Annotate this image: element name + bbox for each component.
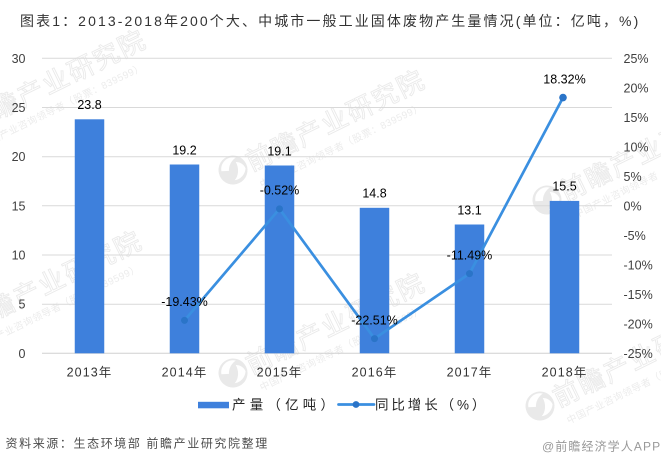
svg-text:-10%: -10% xyxy=(624,258,653,272)
svg-text:同比增长（%）: 同比增长（%） xyxy=(375,398,488,413)
svg-text:15: 15 xyxy=(12,199,26,213)
svg-text:13.1: 13.1 xyxy=(457,203,481,217)
svg-text:14.8: 14.8 xyxy=(362,187,386,201)
svg-text:-11.49%: -11.49% xyxy=(447,248,493,262)
svg-text:2013年: 2013年 xyxy=(67,365,113,379)
svg-text:@前瞻经济学人APP: @前瞻经济学人APP xyxy=(542,439,661,454)
svg-text:2018年: 2018年 xyxy=(542,365,588,379)
svg-text:-25%: -25% xyxy=(624,347,653,361)
svg-text:10: 10 xyxy=(12,249,26,263)
svg-text:-15%: -15% xyxy=(624,288,653,302)
svg-text:0%: 0% xyxy=(624,199,642,213)
svg-text:10%: 10% xyxy=(624,140,649,154)
svg-text:0: 0 xyxy=(19,347,26,361)
svg-text:图表1：2013-2018年200个大、中城市一般工业固体废: 图表1：2013-2018年200个大、中城市一般工业固体废物产生量情况(单位：… xyxy=(20,13,640,29)
svg-text:30: 30 xyxy=(12,52,26,66)
svg-text:20: 20 xyxy=(12,150,26,164)
svg-text:2017年: 2017年 xyxy=(447,365,493,379)
svg-text:2016年: 2016年 xyxy=(352,365,398,379)
svg-text:2014年: 2014年 xyxy=(162,365,208,379)
svg-text:产量（亿吨）: 产量（亿吨） xyxy=(232,398,338,413)
svg-text:资料来源：生态环境部 前瞻产业研究院整理: 资料来源：生态环境部 前瞻产业研究院整理 xyxy=(6,436,269,451)
svg-text:15%: 15% xyxy=(624,111,649,125)
svg-text:15.5: 15.5 xyxy=(552,180,576,194)
svg-text:5: 5 xyxy=(19,298,26,312)
svg-text:25: 25 xyxy=(12,101,26,115)
svg-text:-0.52%: -0.52% xyxy=(260,184,300,198)
svg-text:19.2: 19.2 xyxy=(172,143,196,157)
svg-text:18.32%: 18.32% xyxy=(543,73,585,87)
svg-text:23.8: 23.8 xyxy=(77,98,101,112)
svg-text:5%: 5% xyxy=(624,170,642,184)
svg-text:-5%: -5% xyxy=(624,229,646,243)
svg-text:25%: 25% xyxy=(624,52,649,66)
svg-text:19.1: 19.1 xyxy=(267,144,291,158)
svg-text:-19.43%: -19.43% xyxy=(161,295,208,309)
svg-text:2015年: 2015年 xyxy=(257,365,303,379)
svg-text:-22.51%: -22.51% xyxy=(351,313,398,327)
svg-text:20%: 20% xyxy=(624,81,649,95)
svg-text:-20%: -20% xyxy=(624,317,653,331)
